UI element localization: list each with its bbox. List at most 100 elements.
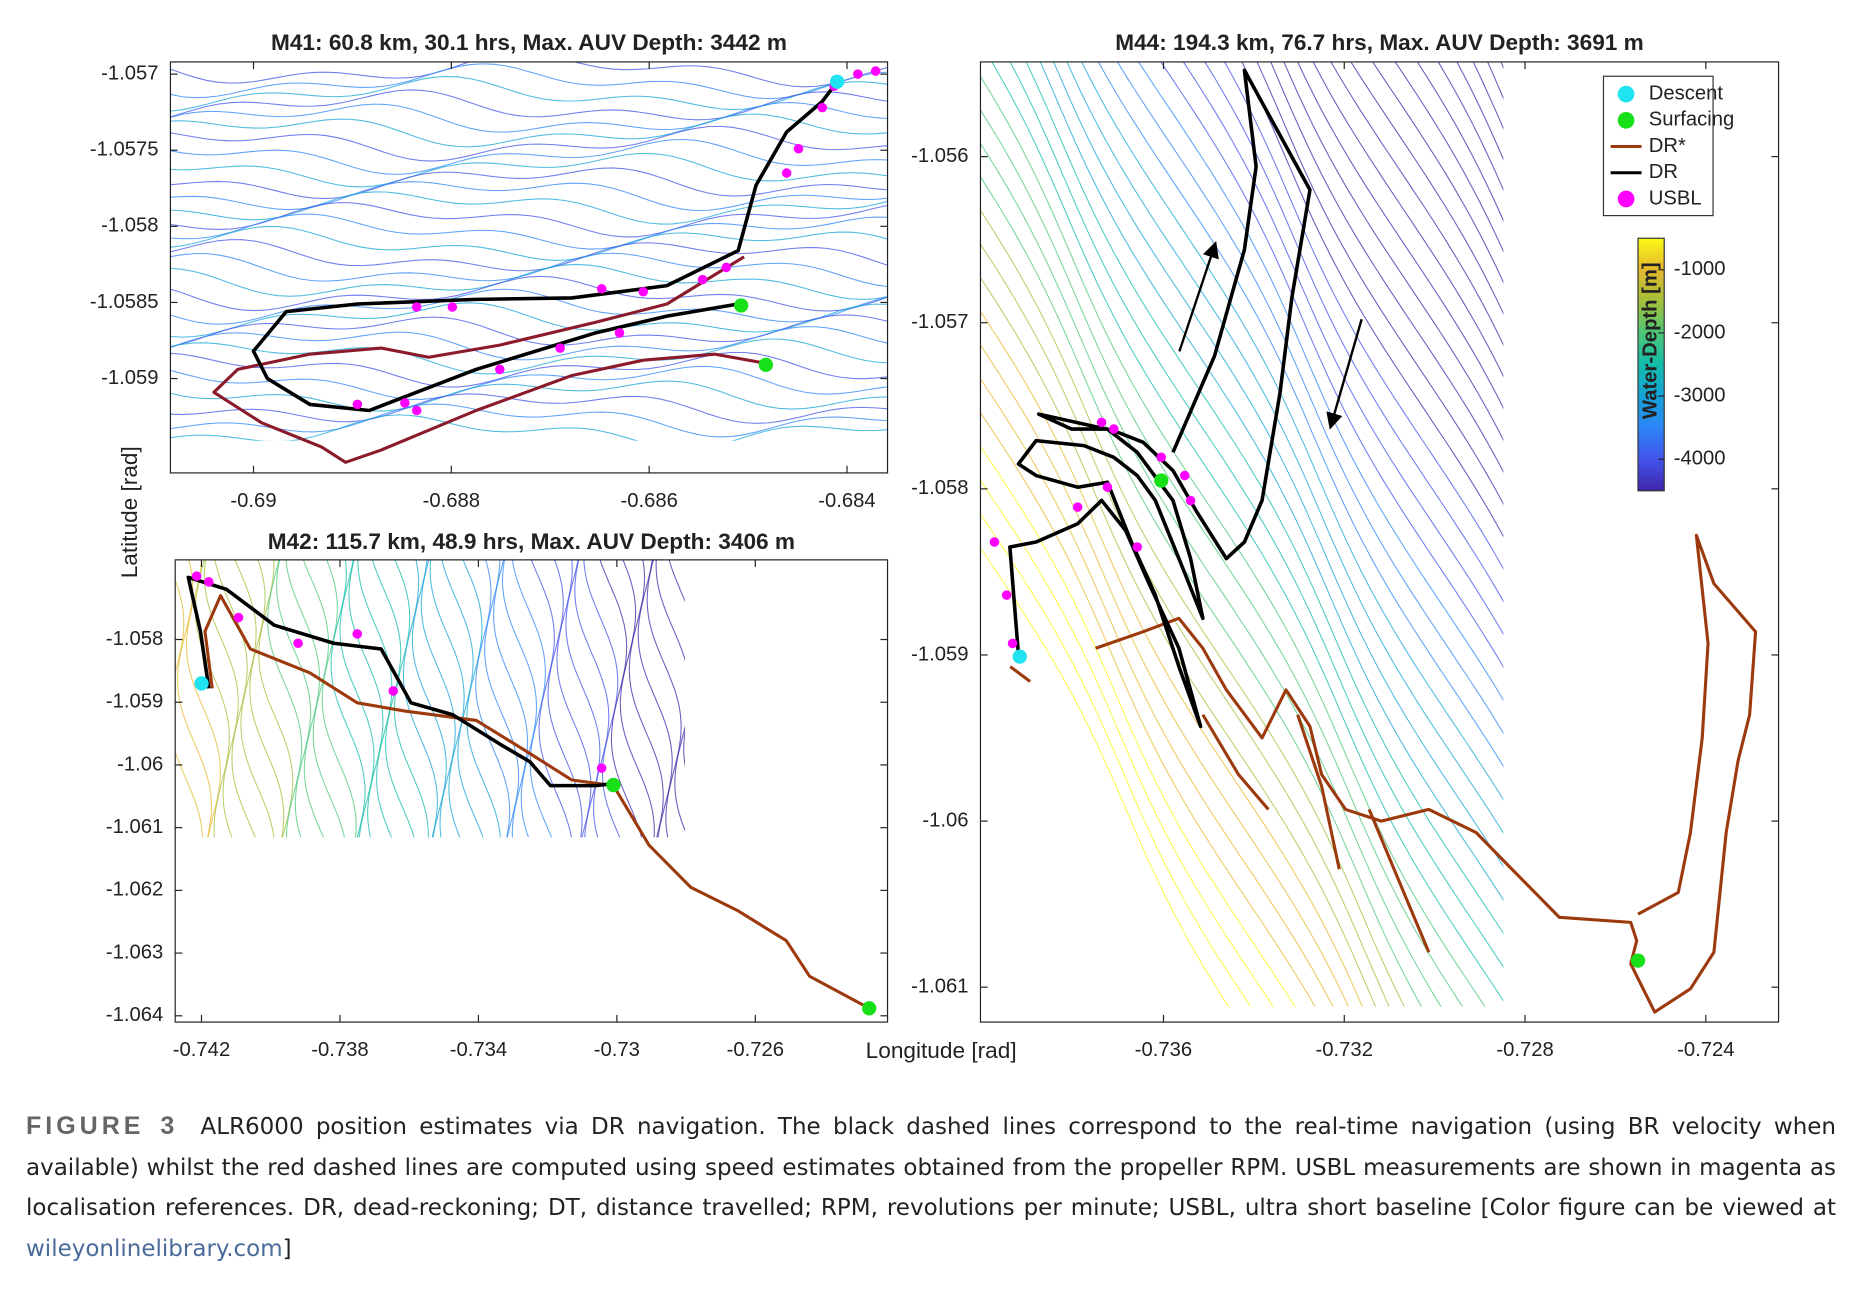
contour-line xyxy=(203,559,239,838)
y-tick-label: -1.059 xyxy=(101,367,158,389)
contour-line xyxy=(175,578,204,838)
axes-frame xyxy=(174,559,889,1023)
contour-line xyxy=(980,75,1486,1007)
legend-label: DR* xyxy=(1649,135,1686,157)
y-tick-label: -1.058 xyxy=(101,215,158,237)
contour-line xyxy=(258,559,294,838)
contour-line xyxy=(1182,61,1504,636)
y-tick-label: -1.058 xyxy=(911,477,968,499)
y-tick-label: -1.057 xyxy=(911,311,968,333)
point xyxy=(1007,638,1018,649)
contour-line xyxy=(547,559,583,838)
contour-line xyxy=(170,225,888,261)
contour-line xyxy=(484,559,520,838)
contour-line xyxy=(170,414,888,441)
contour-line xyxy=(170,152,888,188)
contour-line xyxy=(420,559,456,838)
contour-line xyxy=(1283,61,1504,442)
contour-line xyxy=(462,559,501,838)
contour-line xyxy=(170,239,888,272)
point xyxy=(1012,649,1027,664)
contour-line xyxy=(502,559,538,838)
chart-title: M41: 60.8 km, 30.1 hrs, Max. AUV Depth: … xyxy=(271,30,787,55)
contour-line xyxy=(276,559,312,838)
point xyxy=(191,571,202,581)
point xyxy=(411,405,422,416)
contour-line xyxy=(170,365,888,400)
plots: M41: 60.8 km, 30.1 hrs, Max. AUV Depth: … xyxy=(90,30,1868,1061)
contour-line xyxy=(1718,62,1868,1015)
contour-line xyxy=(1372,61,1504,284)
contour-line xyxy=(980,411,1316,1007)
legend-symbol xyxy=(1617,111,1635,129)
point xyxy=(555,343,565,353)
colorbar xyxy=(1637,237,1665,492)
contour-line xyxy=(565,559,601,838)
point xyxy=(829,74,845,89)
x-tick-label: -0.736 xyxy=(1135,1039,1192,1061)
contour-line xyxy=(170,89,888,121)
x-axis-label: Longitude [rad] xyxy=(866,1038,1017,1063)
point xyxy=(596,763,607,773)
point xyxy=(1185,495,1196,506)
x-tick-label: -0.686 xyxy=(620,490,677,512)
point xyxy=(495,364,505,375)
contour-line xyxy=(170,403,888,438)
contour-line xyxy=(980,175,1423,1007)
direction-arrow xyxy=(1326,318,1363,430)
contour-line xyxy=(170,380,888,412)
contour-line xyxy=(177,559,212,838)
contour-line xyxy=(980,479,1274,1007)
contour-line xyxy=(1204,61,1504,603)
contour-line xyxy=(980,310,1363,1007)
contours xyxy=(175,559,686,838)
x-tick-label: -0.734 xyxy=(450,1039,507,1061)
contour-line xyxy=(170,202,888,238)
contour-line xyxy=(599,559,643,838)
x-tick-label: -0.726 xyxy=(727,1039,784,1061)
point xyxy=(697,274,708,285)
contour-line xyxy=(619,559,655,838)
contour-line xyxy=(170,102,888,133)
legend-symbol xyxy=(1617,85,1635,103)
point xyxy=(721,262,732,273)
point xyxy=(1154,473,1169,488)
contour-line xyxy=(1394,61,1504,253)
contour-line xyxy=(402,559,438,838)
contour-line xyxy=(170,113,888,148)
contour-line xyxy=(321,559,357,838)
contour-line xyxy=(170,191,888,225)
point xyxy=(734,298,749,313)
contour-line xyxy=(348,559,384,838)
contour-line xyxy=(170,181,888,212)
contour-line xyxy=(1731,62,1868,1015)
contour-line xyxy=(170,393,888,424)
contour-line xyxy=(1138,61,1504,702)
track-line xyxy=(251,80,839,413)
point xyxy=(781,168,792,178)
contour-line xyxy=(170,63,888,100)
contour-line xyxy=(170,338,888,375)
point xyxy=(447,302,458,312)
point xyxy=(606,777,621,793)
contour-line xyxy=(1270,61,1504,473)
y-axis-label: Latitude [rad] xyxy=(117,446,142,578)
point xyxy=(596,283,607,294)
point xyxy=(853,69,863,79)
contour-line xyxy=(1009,61,1504,968)
caption-label: FIGURE 3 xyxy=(26,1112,179,1140)
caption-link[interactable]: wileyonlinelibrary.com xyxy=(26,1235,283,1262)
contour-line xyxy=(980,276,1377,1007)
y-tick-label: -1.061 xyxy=(911,976,968,998)
caption: FIGURE 3 ALR6000 position estimates via … xyxy=(26,1106,1836,1269)
chart-title: M42: 115.7 km, 48.9 hrs, Max. AUV Depth:… xyxy=(268,529,795,554)
point xyxy=(1179,470,1190,481)
contour-line xyxy=(530,559,572,838)
contour-line xyxy=(1039,61,1504,901)
contour-line xyxy=(170,252,888,288)
contour-line xyxy=(475,559,511,838)
point xyxy=(194,676,209,691)
contour-line xyxy=(357,559,393,838)
x-tick-label: -0.688 xyxy=(423,490,480,512)
